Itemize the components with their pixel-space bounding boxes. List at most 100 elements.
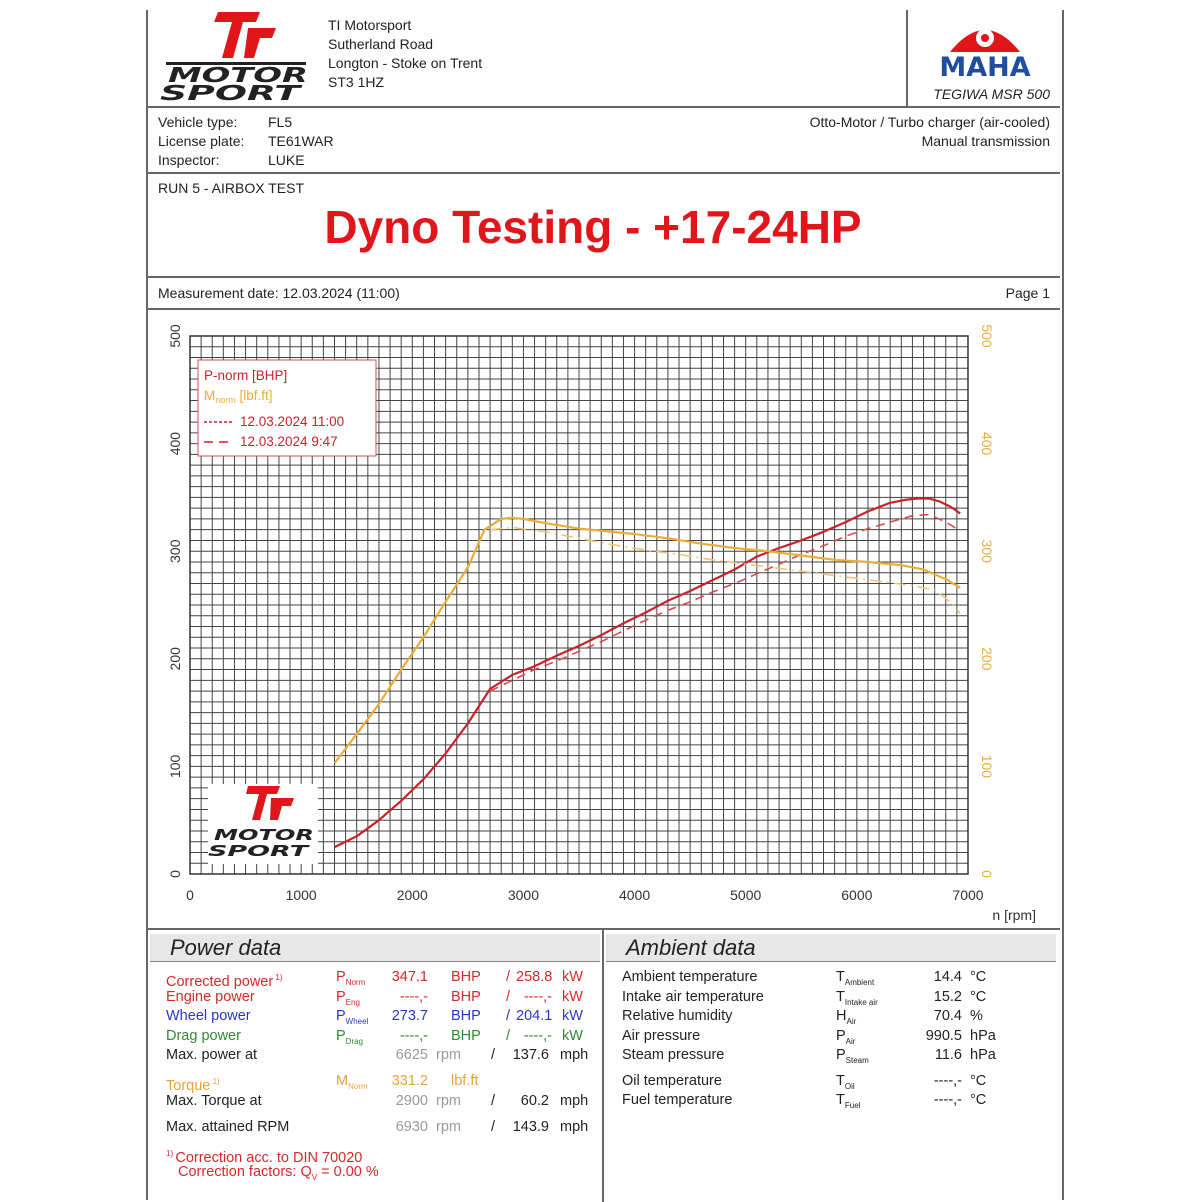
- y2-tick-label: 400: [979, 432, 995, 456]
- power-value-kw: ----,-: [523, 1027, 552, 1044]
- company-address: TI Motorsport Sutherland Road Longton - …: [328, 16, 482, 92]
- unit-bhp: BHP: [451, 1008, 481, 1024]
- x-tick-label: 6000: [841, 887, 872, 903]
- vehicle-type-value: FL5: [268, 114, 293, 130]
- max-rpm-speed: 143.9: [512, 1118, 549, 1135]
- separator: /: [491, 1092, 496, 1109]
- y-tick-label: 500: [167, 324, 183, 348]
- unit-kw: kW: [562, 1008, 583, 1024]
- power-value-kw: 204.1: [516, 1008, 553, 1024]
- unit-kw: kW: [562, 988, 583, 1005]
- rpm-unit: rpm: [436, 1118, 461, 1135]
- symbol: TFuel: [836, 1092, 861, 1110]
- x-tick-label: 7000: [952, 887, 983, 903]
- address-line: ST3 1HZ: [328, 74, 385, 90]
- license-plate-value: TE61WAR: [268, 133, 334, 149]
- rpm-unit: rpm: [436, 1047, 461, 1063]
- watermark-word-motor: MOTOR: [214, 826, 314, 844]
- power-data-title: Power data: [150, 934, 600, 962]
- power-row-label: Engine power: [166, 988, 255, 1005]
- ambient-row-label: Fuel temperature: [622, 1092, 733, 1108]
- series-line: [334, 497, 961, 849]
- speed-unit: mph: [560, 1047, 589, 1063]
- max-torque-label: Max. Torque at: [166, 1092, 262, 1109]
- x-tick-label: 3000: [508, 887, 539, 903]
- watermark-t: [246, 786, 280, 820]
- ambient-unit: %: [970, 1008, 983, 1024]
- panel-divider: [602, 930, 604, 1202]
- ambient-row-label: Steam pressure: [622, 1047, 725, 1063]
- engine-type: Otto-Motor / Turbo charger (air-cooled): [809, 114, 1050, 130]
- dyno-model: TEGIWA MSR 500: [933, 86, 1050, 102]
- ambient-row-label: Air pressure: [622, 1027, 701, 1044]
- address-line: Longton - Stoke on Trent: [328, 55, 483, 71]
- ambient-row-label: Intake air temperature: [622, 988, 764, 1005]
- y2-tick-label: 500: [979, 324, 995, 348]
- maha-box: MAHA: [906, 10, 1062, 106]
- unit-bhp: BHP: [451, 988, 481, 1005]
- correction-factors: Correction factors: QV = 0.00 %: [178, 1164, 379, 1182]
- symbol: PSteam: [836, 1047, 869, 1065]
- torque-unit: lbf.ft: [451, 1073, 479, 1089]
- symbol: TIntake air: [836, 988, 878, 1007]
- torque-value: 331.2: [391, 1073, 428, 1089]
- address-line: TI Motorsport: [328, 17, 412, 33]
- logo-word-sport: SPORT: [160, 81, 303, 102]
- power-value-bhp: ----,-: [399, 988, 428, 1005]
- y2-tick-label: 0: [979, 870, 995, 878]
- ambient-value: 11.6: [934, 1047, 962, 1063]
- watermark-word-sport: SPORT: [208, 842, 311, 860]
- plot-frame: [189, 335, 969, 875]
- chart-legend: P-norm [BHP] Mnorm [lbf.ft] 12.03.2024 11:…: [197, 359, 377, 457]
- run-label: RUN 5 - AIRBOX TEST: [158, 180, 304, 196]
- y2-tick-label: 100: [979, 755, 995, 779]
- header: MOTOR SPORT TI Motorsport Sutherland Roa…: [146, 10, 1060, 108]
- ti-motorsport-logo: MOTOR SPORT: [160, 12, 308, 102]
- symbol: TAmbient: [836, 969, 875, 987]
- symbol: MNorm: [336, 1073, 368, 1091]
- vehicle-info: Vehicle type: License plate: Inspector: …: [146, 106, 1060, 174]
- unit-bhp: BHP: [451, 1027, 481, 1044]
- ambient-value: 990.5: [925, 1027, 962, 1044]
- separator: /: [506, 1027, 511, 1044]
- measurement-date: Measurement date: 12.03.2024 (11:00): [158, 285, 400, 301]
- max-power-rpm: 6625: [395, 1047, 428, 1063]
- x-axis-label: n [rpm]: [992, 907, 1036, 923]
- speed-unit: mph: [560, 1118, 589, 1135]
- max-torque-rpm: 2900: [395, 1092, 428, 1109]
- y-tick-label: 400: [167, 432, 183, 456]
- power-row-label: Corrected power 1): [166, 973, 283, 990]
- headline: Dyno Testing - +17-24HP: [324, 201, 862, 253]
- vehicle-values: FL5 TE61WAR LUKE: [268, 113, 334, 170]
- max-power-label: Max. power at: [166, 1047, 258, 1063]
- x-tick-label: 2000: [397, 887, 428, 903]
- symbol: TOil: [836, 1072, 855, 1091]
- torque-label: Torque 1): [166, 1077, 220, 1094]
- symbol: PWheel: [336, 1008, 369, 1026]
- legend-torque: Mnorm [lbf.ft]: [204, 388, 273, 405]
- series-line: [333, 516, 961, 764]
- ambient-value: ----,-: [933, 1072, 962, 1089]
- separator: /: [506, 1008, 511, 1024]
- power-value-bhp: 273.7: [391, 1008, 428, 1024]
- max-rpm-rpm: 6930: [395, 1118, 428, 1135]
- vehicle-labels: Vehicle type: License plate: Inspector:: [158, 113, 244, 170]
- y-tick-label: 100: [167, 755, 183, 779]
- legend-run-current: 12.03.2024 11:00: [240, 414, 344, 429]
- max-power-speed: 137.6: [512, 1047, 549, 1063]
- legend-run-earlier: 12.03.2024 9:47: [240, 434, 338, 449]
- ambient-row-label: Relative humidity: [622, 1008, 733, 1024]
- x-tick-label: 1000: [286, 887, 317, 903]
- max-torque-speed: 60.2: [520, 1092, 549, 1109]
- y2-tick-label: 200: [979, 647, 995, 671]
- symbol: PNorm: [336, 969, 366, 987]
- watermark-i: [270, 798, 294, 820]
- ambient-unit: °C: [970, 988, 987, 1005]
- y-tick-label: 200: [167, 647, 183, 671]
- engine-info: Otto-Motor / Turbo charger (air-cooled) …: [810, 113, 1050, 151]
- symbol: PDrag: [336, 1027, 364, 1046]
- ambient-unit: °C: [970, 1092, 987, 1108]
- maha-logo: MAHA: [939, 29, 1031, 78]
